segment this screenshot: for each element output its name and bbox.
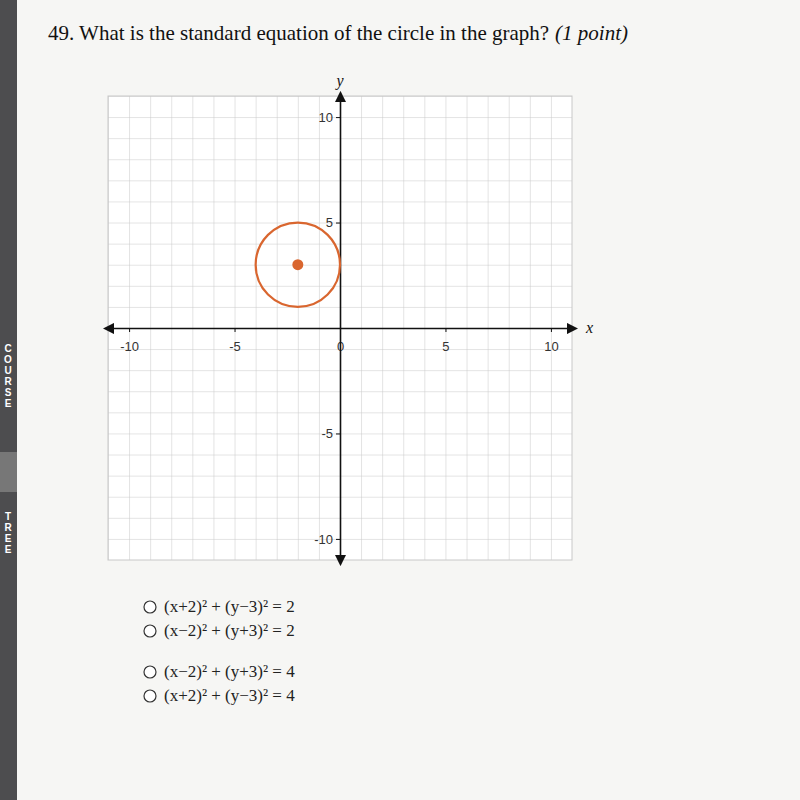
sidebar-tab — [0, 452, 17, 492]
y-tick-mark — [336, 433, 340, 434]
center-point — [292, 259, 303, 270]
x-tick: 5 — [442, 328, 449, 354]
option-text: (x+2)² + (y−3)² = 2 — [164, 597, 295, 616]
y-axis-label: y — [334, 72, 344, 90]
x-tick-label: -10 — [120, 339, 139, 354]
x-tick: -10 — [120, 328, 139, 354]
y-tick-label: -5 — [321, 426, 333, 441]
option-text: (x−2)² + (y+3)² = 4 — [164, 662, 295, 681]
x-tick-label: -5 — [229, 339, 241, 354]
question: 49. What is the standard equation of the… — [48, 21, 628, 45]
y-tick-mark — [336, 223, 340, 224]
radio-button[interactable] — [144, 666, 156, 678]
y-tick: 5 — [326, 215, 340, 230]
y-tick-label: 10 — [319, 110, 333, 125]
radio-button[interactable] — [144, 601, 156, 613]
radio-button[interactable] — [144, 690, 156, 702]
y-axis-line — [340, 97, 342, 561]
x-tick: 10 — [544, 328, 558, 354]
plot-background — [108, 96, 572, 560]
plot-area — [256, 223, 340, 307]
x-tick-mark — [235, 328, 236, 332]
y-tick-mark — [336, 117, 340, 118]
radio-button[interactable] — [144, 625, 156, 637]
x-tick-mark — [129, 328, 130, 332]
y-axis: -10 -5 5 10 — [314, 97, 340, 561]
y-tick-label: -10 — [314, 532, 333, 547]
sidebar-strip — [0, 0, 17, 800]
grid — [108, 96, 572, 560]
x-tick-label: 10 — [544, 339, 558, 354]
y-tick: -5 — [321, 426, 340, 441]
sidebar-label: TREE — [4, 511, 12, 555]
grid-frame — [108, 96, 572, 560]
x-tick: -5 — [229, 328, 241, 354]
option-text: (x−2)² + (y+3)² = 2 — [164, 621, 295, 640]
question-points: (1 point) — [555, 21, 628, 45]
sidebar-label: COURSE — [4, 343, 12, 409]
question-text: 49. What is the standard equation of the… — [48, 21, 549, 45]
background — [0, 0, 800, 800]
y-tick: 10 — [319, 110, 340, 125]
x-tick-mark — [551, 328, 552, 332]
x-axis-label: x — [585, 319, 593, 336]
x-tick-mark — [445, 328, 446, 332]
option-text: (x+2)² + (y−3)² = 4 — [164, 686, 295, 705]
circle — [256, 223, 340, 307]
x-tick-label: 5 — [442, 339, 449, 354]
y-tick-label: 5 — [326, 215, 333, 230]
y-tick: -10 — [314, 532, 340, 547]
y-tick-mark — [336, 539, 340, 540]
